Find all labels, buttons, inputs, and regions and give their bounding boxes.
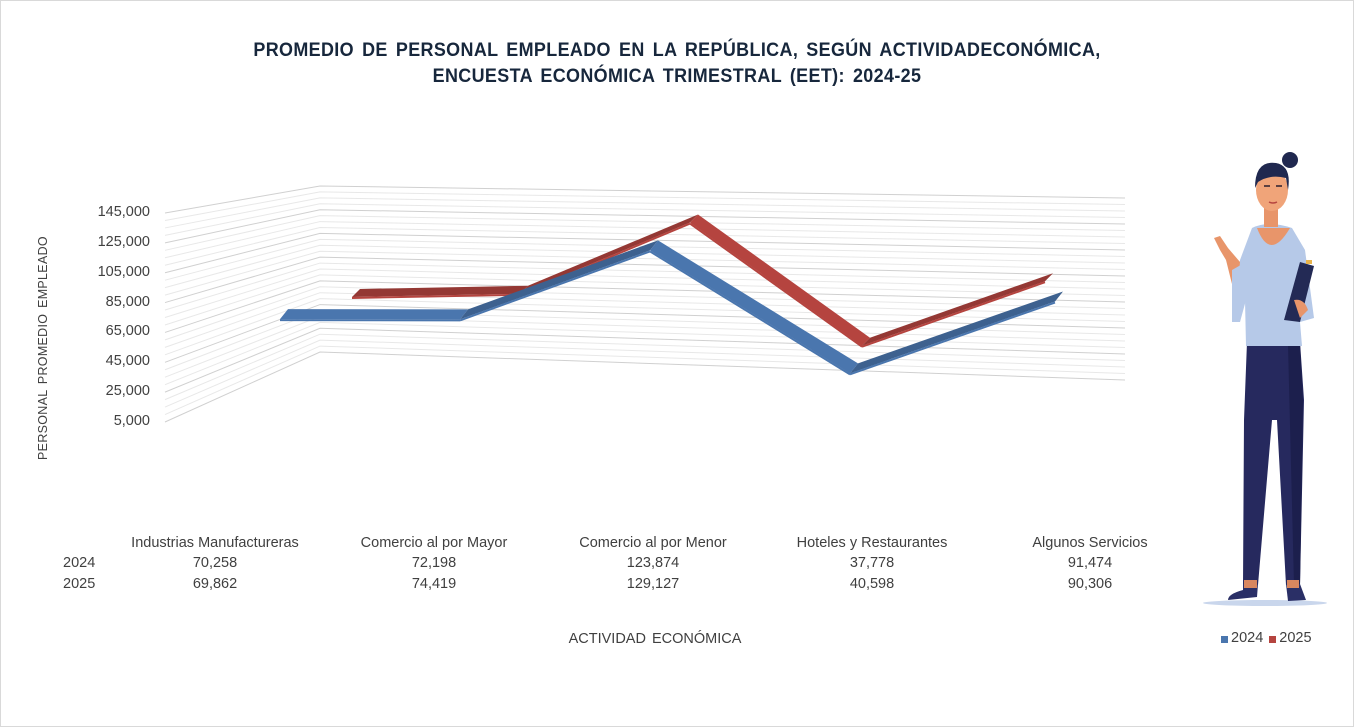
series-ribbons xyxy=(279,214,1063,376)
y-tick-label: 125,000 xyxy=(97,233,150,250)
minor-gridline xyxy=(164,298,1126,356)
legend-item-2025: 2025 xyxy=(1269,630,1312,646)
major-gridline xyxy=(164,209,1126,244)
x-category-label: Comercio al por Mayor xyxy=(360,535,508,551)
series-2025 xyxy=(351,214,1053,348)
series-2024-edge xyxy=(459,250,651,322)
minor-gridline xyxy=(164,197,1126,229)
series-2024-segment xyxy=(460,240,658,320)
table-value-2025: 40,598 xyxy=(849,576,895,592)
major-gridline xyxy=(164,327,1126,393)
minor-gridline xyxy=(164,203,1126,236)
series-2025-edge xyxy=(689,222,863,348)
y-tick-label: 65,000 xyxy=(105,323,150,340)
table-row-label-2024: 2024 xyxy=(63,555,96,571)
x-category-label: Hoteles y Restaurantes xyxy=(796,535,948,551)
series-2025-edge xyxy=(351,293,521,299)
y-tick-label: 45,000 xyxy=(105,353,150,370)
major-gridline xyxy=(164,185,1126,214)
series-2024-edge xyxy=(849,301,1056,376)
minor-gridline xyxy=(164,262,1126,311)
minor-gridline xyxy=(164,339,1126,408)
minor-gridline xyxy=(164,333,1126,401)
x-category-label: Industrias Manufactureras xyxy=(131,535,299,551)
table-value-2024: 123,874 xyxy=(626,555,680,571)
minor-gridline xyxy=(164,292,1126,348)
series-2024 xyxy=(279,240,1063,376)
y-tick-label: 105,000 xyxy=(97,263,150,280)
chart-subtitle: ENCUESTA ECONÓMICA TRIMESTRAL (EET): 202… xyxy=(432,65,922,87)
minor-gridline xyxy=(164,221,1126,259)
x-category-label: Comercio al por Menor xyxy=(579,535,727,551)
table-value-2024: 37,778 xyxy=(849,555,895,571)
legend-label-2025: 2025 xyxy=(1279,630,1312,646)
legend-swatch-2024 xyxy=(1221,635,1228,643)
table-value-2025: 69,862 xyxy=(192,576,238,592)
table-value-2025: 90,306 xyxy=(1067,576,1113,592)
major-gridline xyxy=(164,280,1126,333)
table-value-2024: 72,198 xyxy=(411,555,457,571)
series-2024-segment xyxy=(850,291,1063,374)
series-2024-segment xyxy=(280,309,468,320)
y-tick-label: 85,000 xyxy=(105,293,150,310)
minor-gridline xyxy=(164,274,1126,326)
series-2025-segment xyxy=(520,214,698,294)
y-tick-label: 5,000 xyxy=(113,413,150,429)
minor-gridline xyxy=(164,268,1126,318)
major-gridline xyxy=(164,304,1126,363)
x-category-label: Algunos Servicios xyxy=(1032,535,1148,551)
table-value-2024: 70,258 xyxy=(192,555,238,571)
series-2025-segment xyxy=(352,285,528,297)
legend-swatch-2025 xyxy=(1269,635,1277,643)
y-tick-label: 145,000 xyxy=(97,204,150,220)
legend: 2024 2025 xyxy=(1221,630,1318,646)
minor-gridline xyxy=(164,244,1126,289)
table-value-2024: 91,474 xyxy=(1067,555,1113,571)
series-2025-segment xyxy=(690,214,870,346)
table-row-label-2025: 2025 xyxy=(63,576,96,592)
series-2024-edge xyxy=(649,250,851,376)
major-gridline xyxy=(164,232,1126,274)
minor-gridline xyxy=(164,226,1126,266)
table-value-2025: 129,127 xyxy=(626,576,680,592)
series-2024-segment xyxy=(650,240,858,374)
chart-title: PROMEDIO DE PERSONAL EMPLEADO EN LA REPÚ… xyxy=(253,39,1101,61)
series-2025-edge xyxy=(861,281,1046,348)
y-tick-label: 25,000 xyxy=(105,383,150,400)
minor-gridline xyxy=(164,250,1126,296)
table-value-2025: 74,419 xyxy=(411,576,457,592)
minor-gridline xyxy=(164,215,1126,251)
major-gridline xyxy=(164,256,1126,304)
legend-label-2024: 2024 xyxy=(1231,630,1264,646)
minor-gridline xyxy=(164,286,1126,341)
minor-gridline xyxy=(164,191,1126,221)
x-axis-title: ACTIVIDAD ECONÓMICA xyxy=(568,631,742,647)
minor-gridline xyxy=(164,238,1126,281)
legend-item-2024: 2024 xyxy=(1221,630,1263,646)
series-2025-segment xyxy=(862,273,1053,346)
woman-presenter-icon xyxy=(1203,152,1327,606)
